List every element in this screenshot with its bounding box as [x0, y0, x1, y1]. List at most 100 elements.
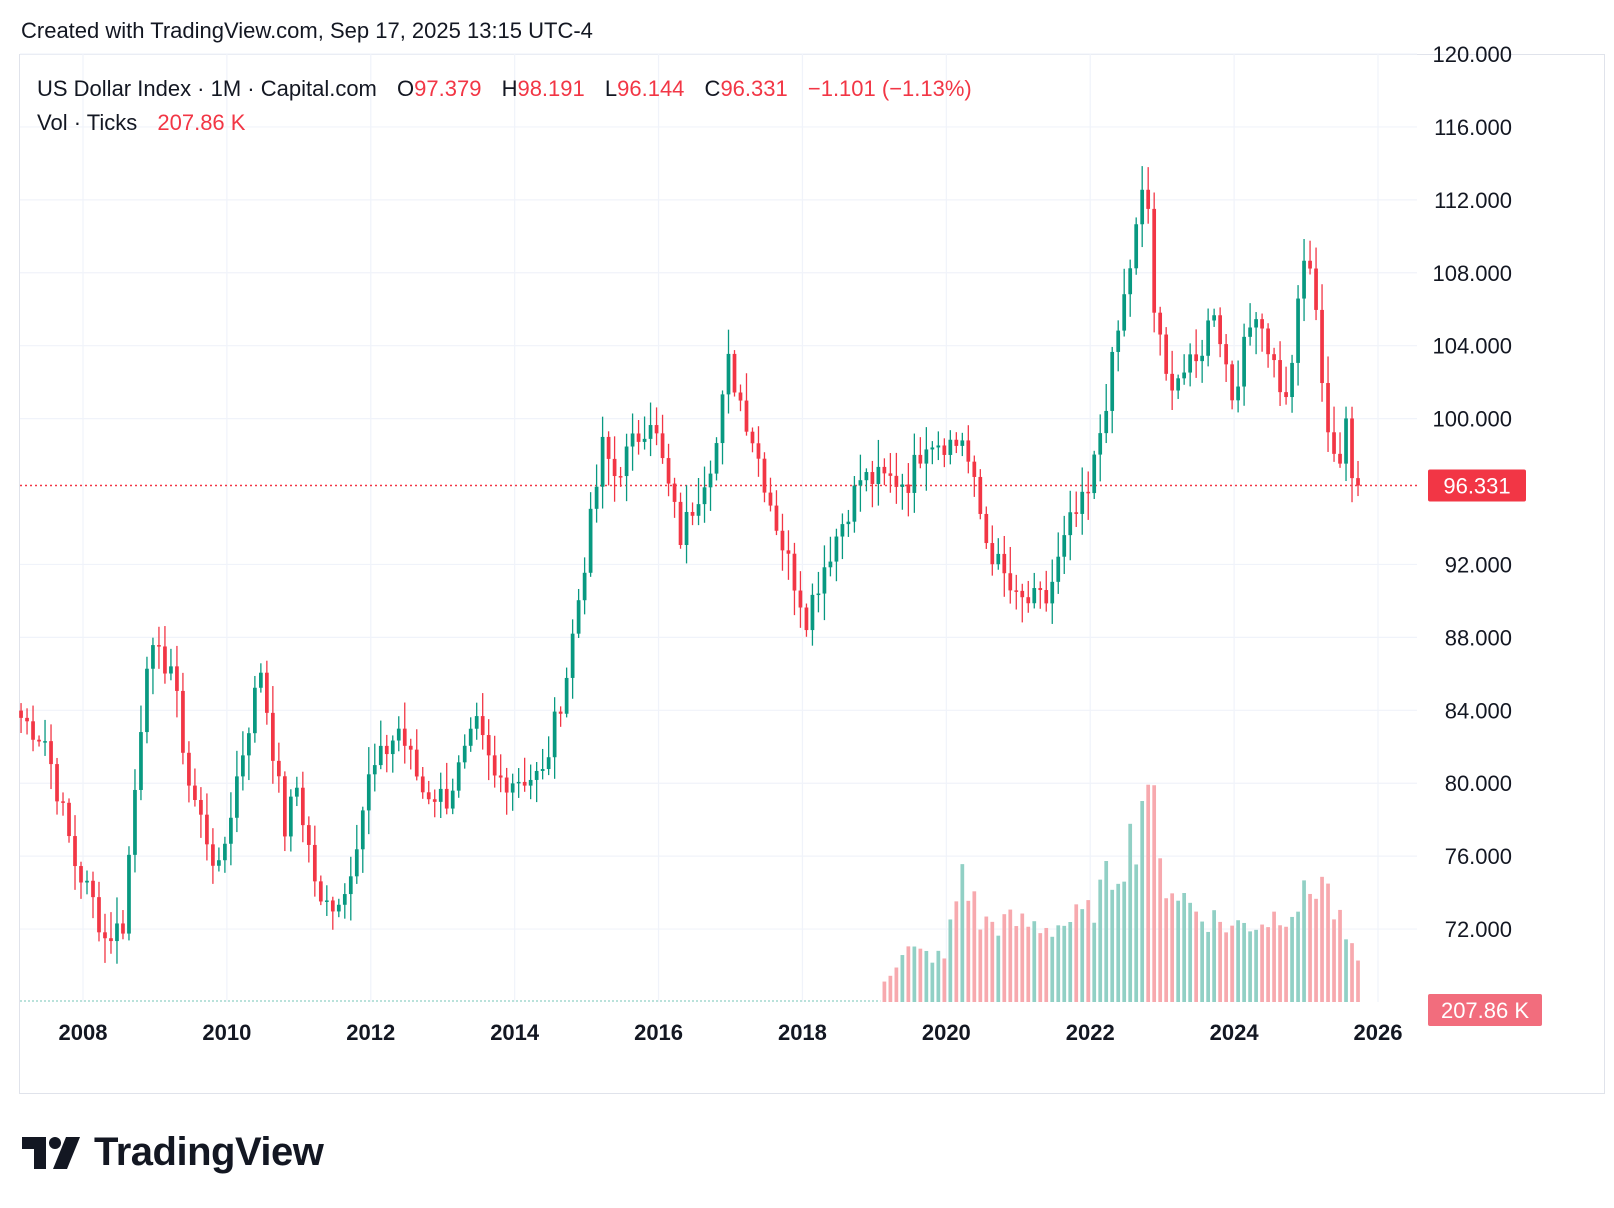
candle-body [1272, 354, 1276, 361]
candle-body [678, 501, 683, 545]
candle-body [253, 687, 257, 734]
volume-bar [1302, 880, 1306, 1002]
candle-body [1230, 364, 1234, 401]
candle-body [1356, 478, 1360, 486]
candle-body [121, 923, 125, 934]
candle-body [1008, 573, 1013, 591]
volume-bar [1074, 904, 1079, 1002]
candle-body [348, 876, 353, 895]
grid-lines [20, 53, 1417, 1002]
last-price-tag-bg [1428, 469, 1526, 502]
tradingview-logo[interactable]: TradingView [22, 1130, 324, 1175]
time-axis: 2008 2010 2012 2014 2016 2018 2020 2022 2024 2026 [59, 1020, 1403, 1045]
candle-body [1266, 328, 1270, 355]
candle-body [714, 443, 719, 474]
low-value: 96.144 [617, 76, 685, 101]
time-tick-label: 2012 [346, 1020, 395, 1045]
candle-body [552, 711, 557, 758]
volume-bar [972, 891, 977, 1002]
candle-body [1236, 386, 1240, 401]
candle-body [816, 593, 821, 596]
candle-body [636, 433, 641, 442]
volume-bar [1236, 920, 1240, 1002]
volume-bar [1326, 883, 1330, 1002]
candle-body [1248, 327, 1252, 337]
candle-body [103, 932, 107, 939]
candle-body [378, 745, 383, 766]
candle-body [924, 449, 929, 464]
candle-body [618, 476, 623, 478]
candle-body [1152, 208, 1157, 313]
volume-bar [1182, 893, 1187, 1002]
candle-body [708, 473, 713, 488]
candle-body [720, 394, 725, 444]
candle-body [193, 785, 197, 800]
candle-body [1218, 315, 1222, 345]
symbol-label[interactable]: US Dollar Index · 1M · Capital.com [37, 76, 377, 101]
volume-bar [1230, 925, 1234, 1002]
candle-body [930, 447, 935, 450]
volume-bar [1122, 881, 1127, 1002]
candle-body [852, 485, 857, 522]
volume-bar [1020, 913, 1025, 1002]
candle-body [1044, 590, 1049, 604]
candle-body [828, 561, 833, 568]
volume-bar [924, 950, 929, 1002]
volume-bar [1068, 922, 1073, 1002]
volume-value: 207.86 K [157, 110, 246, 135]
candle-body [1038, 588, 1043, 591]
candle-body [936, 445, 941, 448]
volume-bar [918, 948, 923, 1002]
candle-body [1092, 454, 1097, 494]
volume-bar [1176, 900, 1181, 1002]
candle-body [163, 646, 167, 674]
candle-body [336, 904, 341, 912]
candle-body [702, 487, 707, 505]
candle-body [169, 666, 173, 674]
candle-body [1212, 315, 1216, 321]
candle-body [810, 594, 815, 631]
candle-body [732, 353, 737, 393]
chart-legend: US Dollar Index · 1M · Capital.com O97.3… [37, 72, 972, 140]
candle-body [408, 745, 413, 750]
candle-body [1140, 189, 1145, 225]
volume-bar [1224, 932, 1228, 1002]
candle-body [438, 788, 443, 802]
candle-body [564, 677, 569, 714]
candle-body [217, 860, 221, 866]
volume-bar [894, 967, 899, 1002]
volume-label[interactable]: Vol · Ticks [37, 110, 138, 135]
candle-body [247, 733, 251, 756]
candle-body [187, 752, 191, 786]
candle-body [300, 787, 305, 826]
candle-body [918, 454, 923, 464]
candle-body [1326, 383, 1330, 433]
volume-bar [1002, 914, 1007, 1002]
candle-body [600, 436, 605, 487]
price-tick-label: 84.000 [1445, 698, 1512, 723]
candle-body [1308, 260, 1312, 269]
candle-body [25, 717, 29, 722]
volume-bar [1278, 925, 1282, 1002]
candle-body [259, 672, 263, 688]
candles [19, 166, 1360, 964]
candle-body [61, 801, 65, 803]
candle-body [79, 866, 83, 883]
candle-body [1056, 556, 1061, 582]
volume-bar [1092, 922, 1097, 1002]
volume-bar [996, 935, 1001, 1002]
candle-body [804, 607, 809, 631]
volume-bar [936, 950, 941, 1002]
time-tick-label: 2018 [778, 1020, 827, 1045]
candle-body [558, 711, 563, 714]
volume-bar [1152, 785, 1157, 1002]
candle-body [948, 439, 953, 455]
volume-tag-label: 207.86 K [1441, 998, 1529, 1023]
volume-bar [930, 962, 935, 1002]
candle-body [480, 716, 485, 736]
volume-bar [1296, 911, 1300, 1002]
candle-body [211, 844, 215, 866]
candle-body [288, 796, 293, 837]
time-tick-label: 2020 [922, 1020, 971, 1045]
